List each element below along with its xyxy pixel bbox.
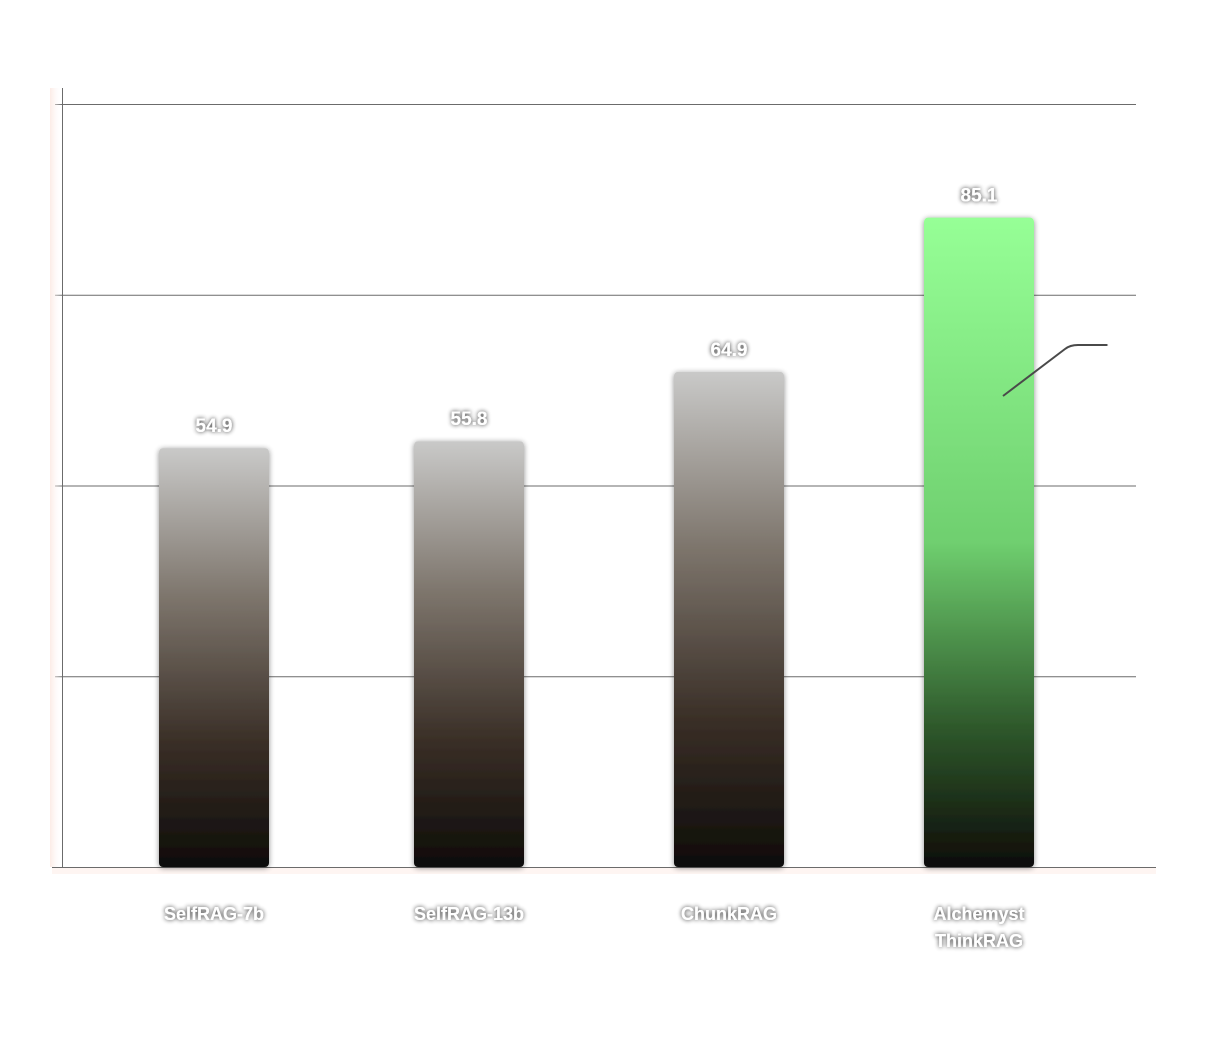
category-label: ChunkRAG bbox=[681, 904, 777, 924]
bar-selfrag-13b bbox=[414, 441, 524, 867]
x-axis-glow bbox=[52, 868, 1156, 874]
annotation-arrow-head-icon bbox=[1102, 339, 1112, 351]
bars bbox=[159, 217, 1034, 867]
category-labels: SelfRAG-7b SelfRAG-13b ChunkRAG Alchemyst Th… bbox=[164, 904, 1025, 951]
axes bbox=[50, 88, 1156, 874]
category-label: SelfRAG-7b bbox=[164, 904, 264, 924]
annotation-arrow-icon bbox=[1002, 344, 1110, 397]
value-label: 64.9 bbox=[711, 340, 748, 361]
category-label: ThinkRAG bbox=[935, 931, 1023, 951]
bar-chunkrag bbox=[674, 371, 784, 867]
category-label: SelfRAG-13b bbox=[414, 904, 524, 924]
value-labels: 54.9 55.8 64.9 85.1 bbox=[196, 186, 998, 437]
bar-alchemyst-thinkrag bbox=[924, 217, 1034, 867]
y-axis-glow bbox=[50, 88, 62, 867]
value-label: 55.8 bbox=[451, 409, 488, 430]
category-label: Alchemyst bbox=[933, 904, 1024, 924]
value-label: 85.1 bbox=[961, 186, 998, 207]
bar-selfrag-7b bbox=[159, 448, 269, 867]
value-label: 54.9 bbox=[196, 416, 233, 437]
